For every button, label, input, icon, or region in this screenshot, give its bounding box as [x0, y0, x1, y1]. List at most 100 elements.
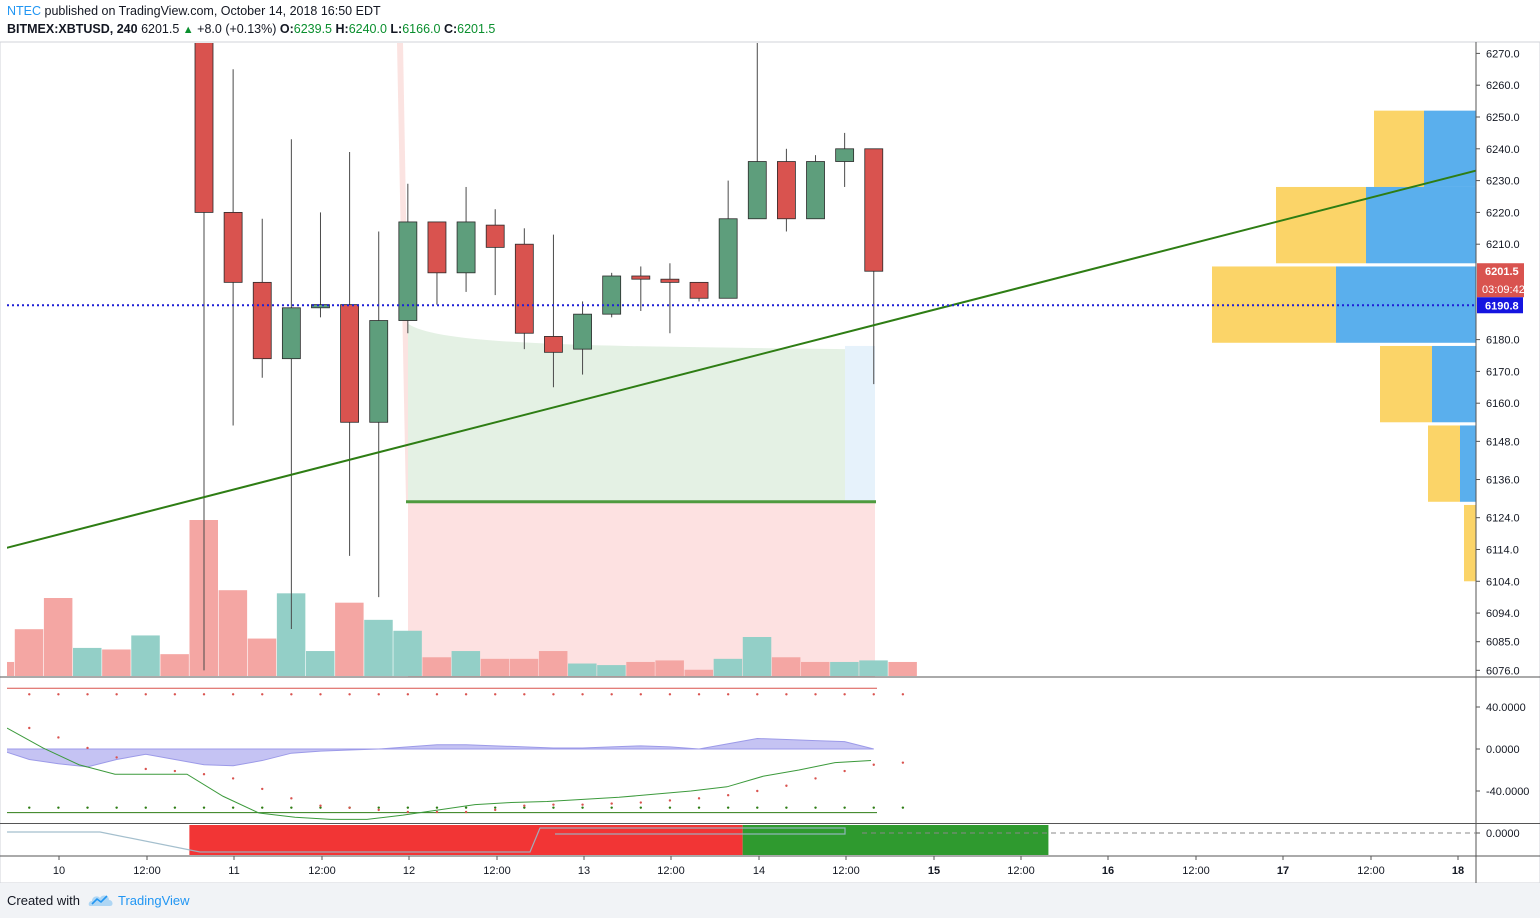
- x-tick-label: 16: [1102, 865, 1114, 877]
- y-tick-label: 6114.0: [1486, 544, 1519, 556]
- red-dot: [464, 810, 468, 814]
- candle-body: [514, 243, 534, 334]
- lower-dot: [435, 806, 439, 809]
- upper-dot: [494, 693, 497, 696]
- red-dot: [290, 797, 293, 800]
- lower-dot: [319, 806, 322, 809]
- x-tick-label: 11: [228, 865, 239, 877]
- y-tick-label: 6240.0: [1486, 144, 1520, 156]
- x-tick-label: 12:00: [308, 865, 336, 877]
- volume-bar: [43, 598, 73, 676]
- red-dot: [115, 756, 118, 759]
- upper-dot: [872, 693, 875, 696]
- y-tick-label: 6148.0: [1486, 436, 1520, 448]
- candle-body: [281, 307, 301, 360]
- candle-body: [602, 275, 622, 315]
- upper-dot: [406, 693, 410, 696]
- candle-body: [689, 281, 709, 299]
- red-dot: [261, 787, 264, 791]
- volume-bar: [684, 669, 714, 676]
- projection-loss-zone: [408, 501, 875, 677]
- candle-body: [340, 304, 360, 423]
- x-tick-label: 17: [1277, 865, 1289, 877]
- lower-dot: [57, 806, 60, 809]
- upper-dot: [86, 693, 89, 696]
- red-dot: [843, 769, 846, 773]
- lower-dot: [523, 806, 526, 809]
- published-text: published on TradingView.com, October 14…: [44, 4, 381, 18]
- upper-dot: [435, 693, 439, 696]
- red-dot: [668, 799, 672, 802]
- tradingview-logo-icon[interactable]: [88, 892, 114, 908]
- red-dot: [28, 726, 31, 730]
- volume-bar: [568, 663, 597, 676]
- oscillator-area: [7, 737, 874, 768]
- volume-profile-up: [1432, 345, 1476, 423]
- lower-dot: [144, 806, 147, 809]
- red-dot: [406, 810, 410, 814]
- y-tick-label: 6230.0: [1486, 176, 1520, 188]
- upper-dot: [581, 693, 584, 696]
- upper-dot: [464, 693, 468, 696]
- x-tick-label: 18: [1452, 865, 1464, 877]
- upper-dot: [144, 693, 147, 696]
- lower-dot: [261, 806, 264, 809]
- author-link[interactable]: NTEC: [7, 4, 42, 18]
- lower-dot: [86, 806, 89, 809]
- upper-dot: [523, 693, 526, 696]
- lower-dot: [785, 806, 788, 809]
- ohlc-line: BITMEX:XBTUSD, 240 6201.5 ▲ +8.0 (+0.13%…: [7, 22, 495, 36]
- y-tick-label: 6270.0: [1486, 48, 1520, 60]
- volume-profile-down: [1464, 504, 1476, 582]
- y-tick-label: 6124.0: [1486, 513, 1520, 525]
- candle-body: [631, 275, 651, 280]
- upper-dot: [843, 693, 846, 696]
- lower-dot: [494, 806, 497, 809]
- lower-dot: [843, 806, 846, 809]
- x-tick-label: 12:00: [1007, 865, 1035, 877]
- upper-dot: [901, 693, 905, 696]
- countdown-label: 03:09:42: [1482, 284, 1525, 296]
- level-price-badge: [1477, 297, 1523, 314]
- symbol-label: BITMEX:XBTUSD, 240: [7, 22, 138, 36]
- upper-dot: [552, 693, 555, 696]
- lower-dot: [901, 806, 905, 809]
- candle-body: [456, 221, 476, 274]
- x-tick-label: 12:00: [832, 865, 860, 877]
- oscillator-pane: [7, 687, 905, 820]
- upper-dot: [726, 693, 730, 696]
- last-price-badge: [1477, 263, 1524, 298]
- level-price-label: 6190.8: [1485, 300, 1519, 312]
- candle-body: [485, 224, 505, 248]
- red-dot: [552, 803, 555, 806]
- osc-y-tick-label: 0.0000: [1486, 744, 1520, 756]
- x-tick-label: 12:00: [133, 865, 161, 877]
- last-price: 6201.5: [141, 22, 180, 36]
- y-tick-label: 6136.0: [1486, 475, 1520, 487]
- volume-profile-up: [1460, 425, 1476, 502]
- candle-body: [806, 161, 825, 220]
- y-tick-label: 6076.0: [1486, 665, 1520, 677]
- volume-bar: [7, 661, 15, 676]
- lower-dot: [464, 806, 468, 809]
- upper-dot: [231, 693, 235, 696]
- x-tick-label: 12:00: [483, 865, 511, 877]
- y-tick-label: 6085.0: [1486, 637, 1520, 649]
- red-dot: [57, 736, 60, 739]
- lower-dot: [231, 806, 235, 809]
- volume-bar: [626, 661, 655, 676]
- red-dot: [726, 794, 730, 797]
- volume-bar: [218, 590, 248, 676]
- volume-bar: [364, 619, 393, 676]
- candle-body: [311, 304, 330, 309]
- y-tick-label: 6170.0: [1486, 366, 1520, 378]
- volume-profile-up: [1366, 186, 1476, 264]
- x-tick-label: 14: [753, 865, 765, 877]
- y-tick-label: 6220.0: [1486, 207, 1520, 219]
- upper-dot: [290, 693, 293, 696]
- volume-bar: [538, 651, 568, 676]
- volume-bar: [597, 665, 626, 676]
- candle-body: [747, 161, 767, 220]
- tradingview-link[interactable]: TradingView: [118, 893, 190, 908]
